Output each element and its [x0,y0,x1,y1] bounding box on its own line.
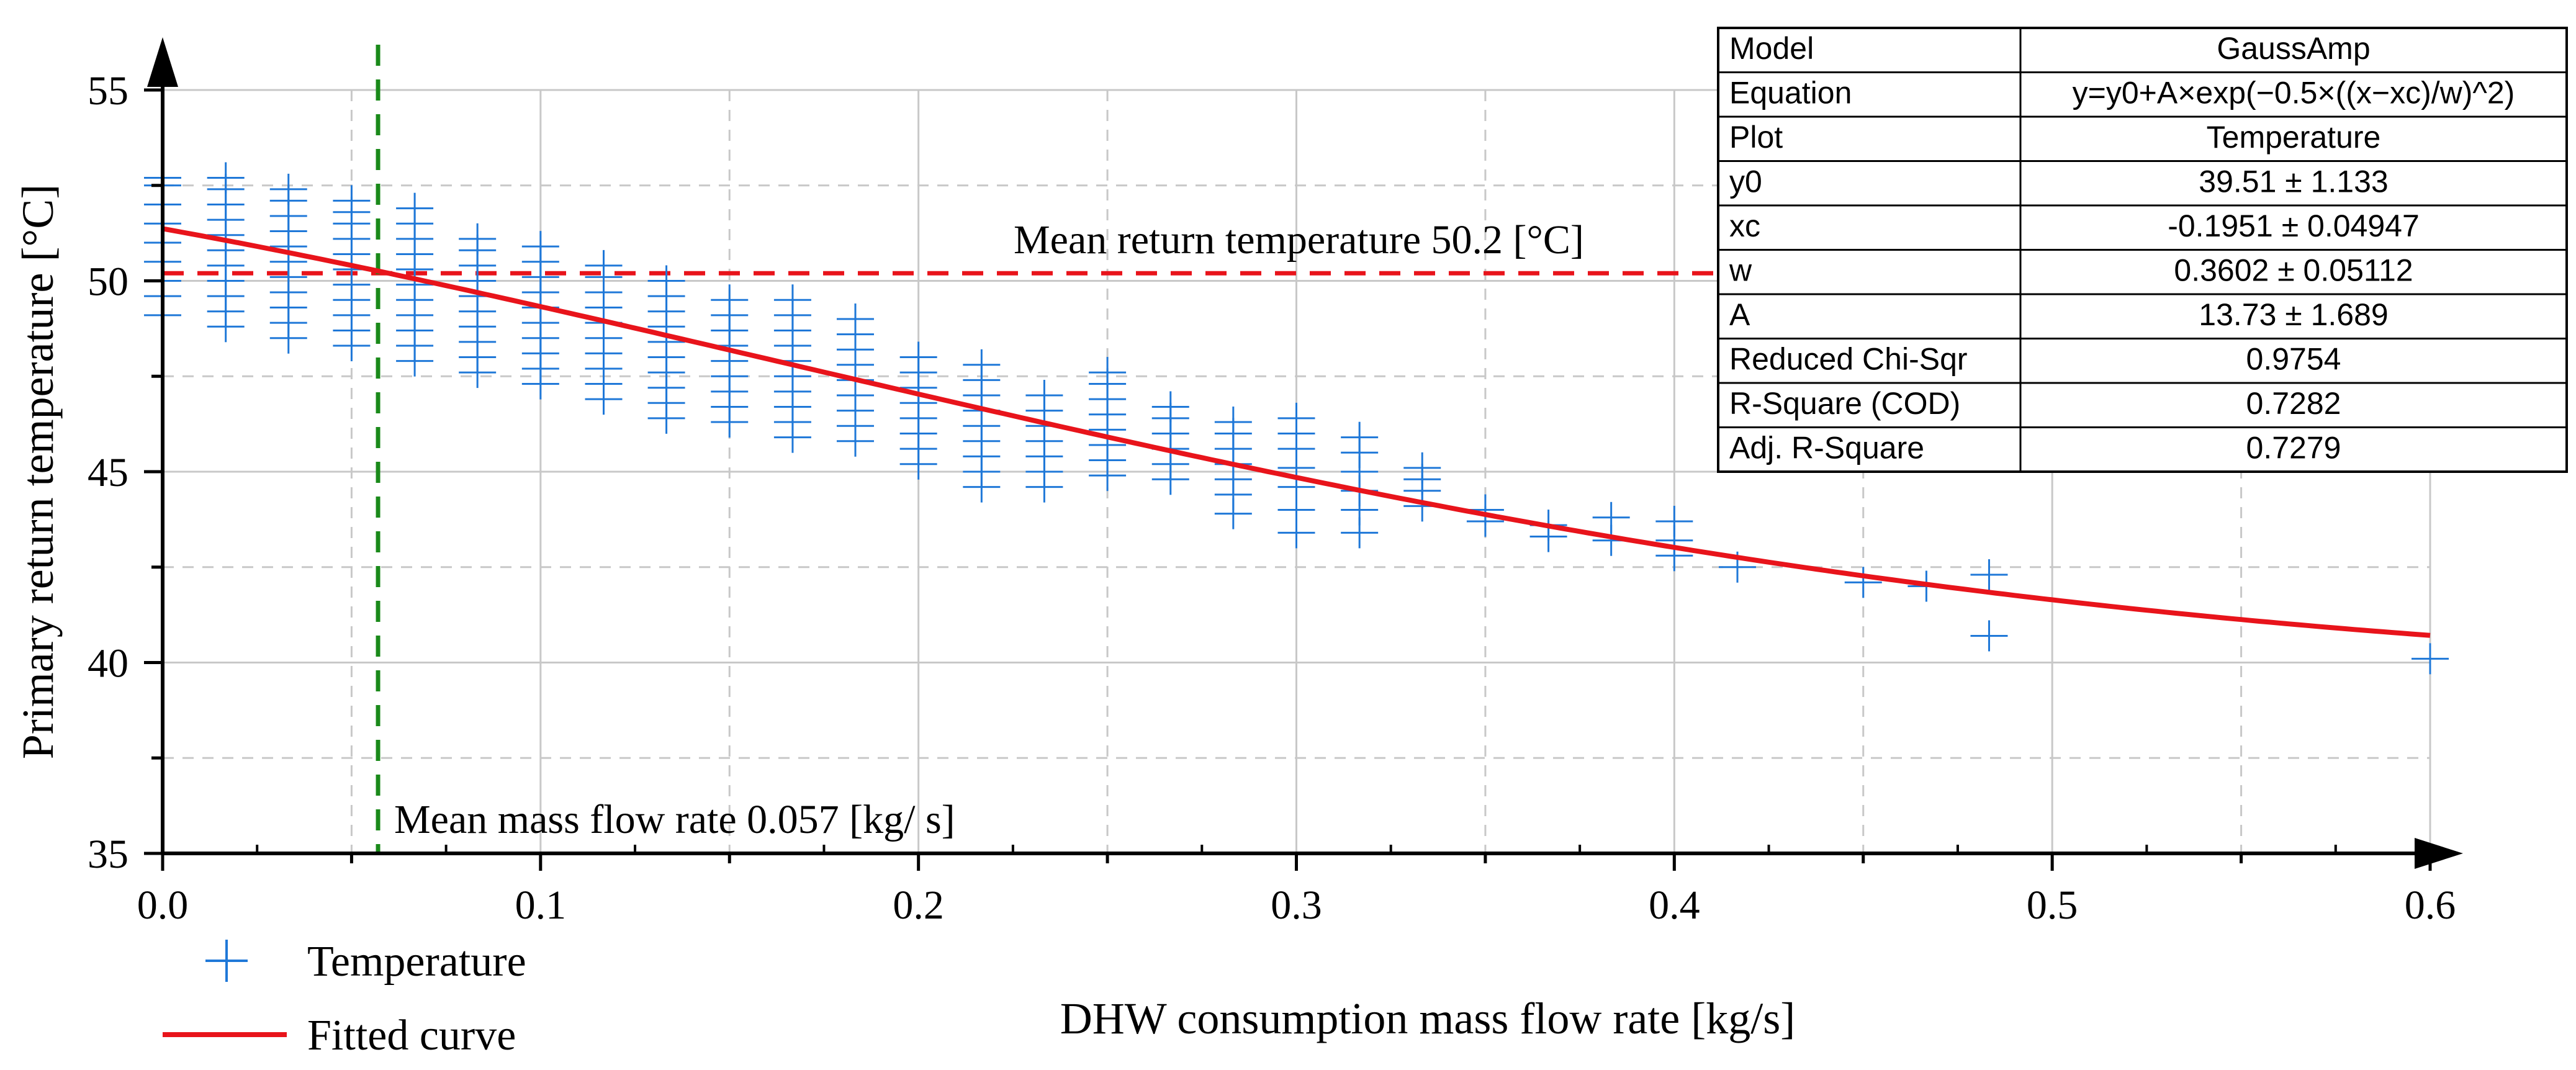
temperature-point [2412,643,2449,675]
temperature-point [647,265,685,297]
temperature-point [836,303,874,335]
x-tick-label: 0.4 [1649,883,1700,928]
temperature-point [1025,380,1063,411]
fit-table-value: 0.3602 ± 0.05112 [2174,253,2413,288]
y-tick-label: 55 [88,68,128,114]
temperature-point [396,192,434,224]
fitted-curve-line [162,226,2431,638]
temperature-point [1970,559,2008,591]
y-axis-title: Primary return temperature [°C] [13,184,63,759]
fit-table-value: y=y0+A×exp(−0.5×((x−xc)/w)^2) [2073,76,2515,110]
fit-table-value: 0.7282 [2246,386,2341,421]
x-tick-label: 0.6 [2405,883,2456,928]
fit-table-value: GaussAmp [2217,31,2370,66]
fit-table-key: Adj. R-Square [1729,431,1924,465]
y-tick-label: 35 [88,832,128,877]
x-tick-label: 0.2 [893,883,944,928]
y-tick-label: 45 [88,450,128,495]
fit-table-key: Model [1729,31,1814,66]
fit-table-value: 0.7279 [2246,431,2341,465]
temperature-point [963,349,1001,380]
temperature-point [1655,505,1693,537]
fit-table-key: Reduced Chi-Sqr [1729,342,1968,377]
temperature-point [333,185,371,217]
temperature-point [773,284,811,316]
fit-table-key: xc [1729,209,1760,243]
fit-table-key: R-Square (COD) [1729,386,1960,421]
reference-lines [163,45,2362,853]
temperature-point [459,223,497,254]
temperature-point [1341,421,1379,453]
axis-ticks [144,88,2432,871]
legend-fitted-curve-label: Fitted curve [307,1012,516,1059]
temperature-point [1592,501,1630,533]
x-tick-label: 0.1 [515,883,567,928]
temperature-point [1970,620,2008,652]
temperature-point [1277,402,1315,434]
mean-mass-flow-rate-label: Mean mass flow rate 0.057 [kg/ s] [394,797,955,842]
fit-table-value: 13.73 ± 1.689 [2199,297,2388,332]
fit-table-value: -0.1951 ± 0.04947 [2168,209,2420,243]
x-tick-label: 0.5 [2027,883,2078,928]
x-tick-label: 0.0 [137,883,189,928]
fit-table-key: y0 [1729,164,1762,199]
temperature-point [1214,407,1252,438]
temperature-point [899,341,937,373]
y-axis-arrow-icon [147,37,178,87]
x-axis-arrow-icon [2415,838,2463,869]
fit-table-key: w [1729,253,1752,288]
legend-temperature-label: Temperature [307,938,526,986]
fit-table: Model GaussAmp Equation y=y0+A×exp(−0.5×((x… [1717,27,2568,473]
fit-table-key: Plot [1729,120,1783,155]
legend: Temperature Fitted curve [163,938,526,1059]
fit-table-value: Temperature [2207,120,2381,155]
fitted-curve-layer [162,226,2431,638]
temperature-point [1403,452,1441,483]
fit-table-key: Equation [1729,76,1852,110]
temperature-point [1089,357,1127,389]
x-axis-title: DHW consumption mass flow rate [kg/s] [1060,994,1795,1043]
fit-table-key: A [1729,297,1750,332]
temperature-point [207,162,245,194]
temperature-point [1151,391,1189,423]
fit-table-value: 0.9754 [2246,342,2341,377]
fit-table-value: 39.51 ± 1.133 [2199,164,2388,199]
mean-return-temperature-label: Mean return temperature 50.2 [°C] [1014,217,1584,263]
temperature-point [269,173,307,205]
temperature-point [521,231,559,263]
y-tick-label: 40 [88,641,128,686]
temperature-point [1844,567,1882,598]
y-tick-label: 50 [88,259,128,305]
legend-temperature-marker [205,940,248,982]
labels: 0.0 0.1 0.2 0.3 0.4 0.5 0.6 35 40 45 50 55 DHW consu… [13,68,2456,1043]
temperature-point [585,250,623,281]
x-tick-label: 0.3 [1271,883,1322,928]
temperature-point [711,284,749,316]
